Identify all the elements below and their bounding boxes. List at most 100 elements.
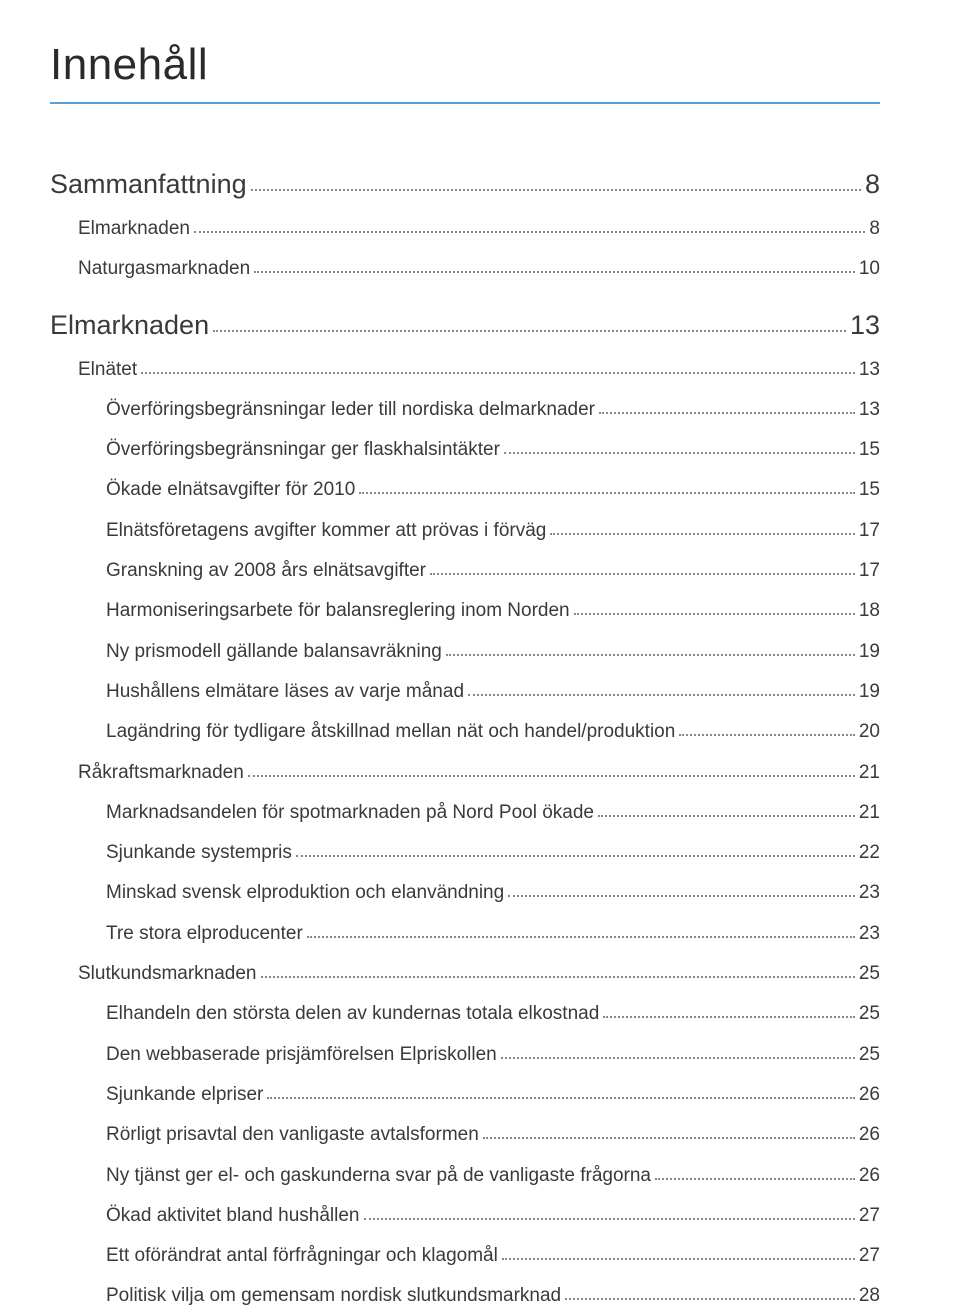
toc-entry-label: Elmarknaden <box>50 305 209 346</box>
toc-entry: Ny tjänst ger el- och gaskunderna svar p… <box>50 1160 880 1192</box>
toc-entry-page: 13 <box>859 394 880 426</box>
toc-entry: Sammanfattning 8 <box>50 164 880 205</box>
toc-entry: Sjunkande systempris 22 <box>50 837 880 869</box>
toc-entry-label: Ökad aktivitet bland hushållen <box>106 1200 360 1232</box>
toc-entry-page: 27 <box>859 1200 880 1232</box>
toc-entry-label: Rörligt prisavtal den vanligaste avtalsf… <box>106 1119 479 1151</box>
toc-leader-dots <box>603 1016 855 1018</box>
toc-entry-label: Harmoniseringsarbete för balansreglering… <box>106 595 570 627</box>
toc-leader-dots <box>141 372 855 374</box>
toc-leader-dots <box>430 573 855 575</box>
toc-entry-page: 15 <box>859 474 880 506</box>
toc-leader-dots <box>468 694 855 696</box>
toc-entry: Elmarknaden 13 <box>50 305 880 346</box>
toc-entry: Naturgasmarknaden 10 <box>50 253 880 285</box>
toc-entry: Överföringsbegränsningar ger flaskhalsin… <box>50 434 880 466</box>
toc-entry: Råkraftsmarknaden 21 <box>50 757 880 789</box>
toc-entry-page: 20 <box>859 716 880 748</box>
toc-leader-dots <box>508 895 855 897</box>
toc-entry: Politisk vilja om gemensam nordisk slutk… <box>50 1280 880 1312</box>
page-title: Innehåll <box>50 40 880 104</box>
toc-leader-dots <box>213 330 846 332</box>
toc-entry: Ett oförändrat antal förfrågningar och k… <box>50 1240 880 1272</box>
toc-entry: Hushållens elmätare läses av varje månad… <box>50 676 880 708</box>
toc-entry-page: 8 <box>869 213 880 245</box>
toc-leader-dots <box>267 1097 854 1099</box>
toc-entry-label: Ett oförändrat antal förfrågningar och k… <box>106 1240 498 1272</box>
toc-entry: Rörligt prisavtal den vanligaste avtalsf… <box>50 1119 880 1151</box>
toc-leader-dots <box>565 1298 855 1300</box>
toc-leader-dots <box>679 734 855 736</box>
toc-entry-label: Tre stora elproducenter <box>106 918 303 950</box>
toc-entry-label: Politisk vilja om gemensam nordisk slutk… <box>106 1280 561 1312</box>
toc-entry: Överföringsbegränsningar leder till nord… <box>50 394 880 426</box>
toc-entry: Granskning av 2008 års elnätsavgifter17 <box>50 555 880 587</box>
toc-entry-page: 21 <box>859 797 880 829</box>
toc-leader-dots <box>307 936 855 938</box>
toc-leader-dots <box>254 271 855 273</box>
toc-entry: Tre stora elproducenter 23 <box>50 918 880 950</box>
toc-entry: Marknadsandelen för spotmarknaden på Nor… <box>50 797 880 829</box>
toc-entry-label: Ny tjänst ger el- och gaskunderna svar p… <box>106 1160 651 1192</box>
toc-leader-dots <box>598 815 855 817</box>
toc-entry-page: 18 <box>859 595 880 627</box>
toc-entry: Elhandeln den största delen av kundernas… <box>50 998 880 1030</box>
toc-entry-page: 25 <box>859 958 880 990</box>
toc-entry-label: Minskad svensk elproduktion och elanvänd… <box>106 877 504 909</box>
toc-entry: Lagändring för tydligare åtskillnad mell… <box>50 716 880 748</box>
toc-entry-page: 28 <box>859 1280 880 1312</box>
toc-entry-label: Slutkundsmarknaden <box>78 958 257 990</box>
toc-entry-page: 22 <box>859 837 880 869</box>
toc-entry-page: 19 <box>859 636 880 668</box>
toc-leader-dots <box>502 1258 855 1260</box>
toc-entry-page: 15 <box>859 434 880 466</box>
toc-leader-dots <box>655 1178 855 1180</box>
toc-entry-page: 23 <box>859 918 880 950</box>
toc-entry-page: 13 <box>859 354 880 386</box>
toc-entry: Ökade elnätsavgifter för 2010 15 <box>50 474 880 506</box>
toc-entry: Elnätet 13 <box>50 354 880 386</box>
toc-entry-label: Marknadsandelen för spotmarknaden på Nor… <box>106 797 594 829</box>
table-of-contents: Sammanfattning 8 Elmarknaden 8 Naturgasmarkn… <box>50 164 880 1313</box>
toc-leader-dots <box>194 231 865 233</box>
toc-entry-label: Elnätet <box>78 354 137 386</box>
toc-entry-page: 21 <box>859 757 880 789</box>
toc-leader-dots <box>248 775 855 777</box>
toc-entry: Ökad aktivitet bland hushållen 27 <box>50 1200 880 1232</box>
toc-leader-dots <box>501 1057 855 1059</box>
toc-leader-dots <box>446 654 855 656</box>
toc-entry-label: Lagändring för tydligare åtskillnad mell… <box>106 716 675 748</box>
toc-entry-label: Ökade elnätsavgifter för 2010 <box>106 474 355 506</box>
toc-entry-label: Sjunkande elpriser <box>106 1079 263 1111</box>
toc-entry-page: 17 <box>859 515 880 547</box>
toc-entry-label: Överföringsbegränsningar ger flaskhalsin… <box>106 434 500 466</box>
toc-entry-page: 8 <box>865 164 880 205</box>
toc-entry-label: Sjunkande systempris <box>106 837 292 869</box>
toc-entry-page: 25 <box>859 998 880 1030</box>
toc-entry-page: 13 <box>850 305 880 346</box>
toc-entry: Elnätsföretagens avgifter kommer att prö… <box>50 515 880 547</box>
toc-entry-page: 10 <box>859 253 880 285</box>
toc-entry: Slutkundsmarknaden 25 <box>50 958 880 990</box>
toc-leader-dots <box>364 1218 855 1220</box>
toc-entry: Ny prismodell gällande balansavräkning 19 <box>50 636 880 668</box>
toc-entry-page: 26 <box>859 1119 880 1151</box>
toc-leader-dots <box>574 613 855 615</box>
toc-entry-label: Naturgasmarknaden <box>78 253 250 285</box>
toc-entry-page: 26 <box>859 1079 880 1111</box>
toc-entry-page: 19 <box>859 676 880 708</box>
toc-entry-label: Råkraftsmarknaden <box>78 757 244 789</box>
toc-leader-dots <box>251 189 861 191</box>
toc-entry: Harmoniseringsarbete för balansreglering… <box>50 595 880 627</box>
toc-leader-dots <box>599 412 855 414</box>
toc-entry-page: 23 <box>859 877 880 909</box>
toc-entry-page: 17 <box>859 555 880 587</box>
toc-entry-label: Sammanfattning <box>50 164 247 205</box>
toc-entry-page: 25 <box>859 1039 880 1071</box>
toc-entry-label: Ny prismodell gällande balansavräkning <box>106 636 442 668</box>
toc-entry-label: Hushållens elmätare läses av varje månad <box>106 676 464 708</box>
toc-entry-page: 26 <box>859 1160 880 1192</box>
toc-leader-dots <box>296 855 855 857</box>
toc-entry-label: Elhandeln den största delen av kundernas… <box>106 998 599 1030</box>
toc-leader-dots <box>550 533 854 535</box>
